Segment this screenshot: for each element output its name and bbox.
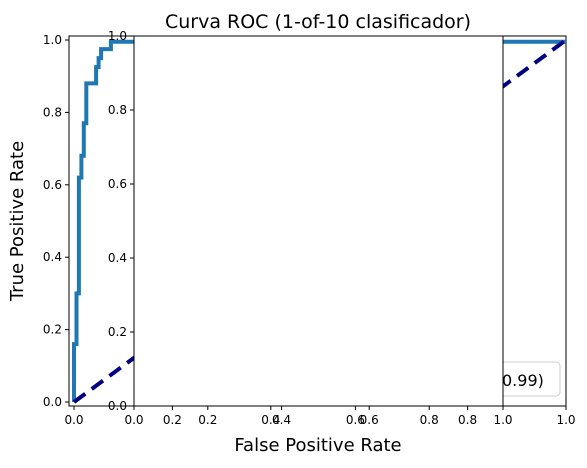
outer-y-tick-label: 0.6 [43, 178, 62, 192]
outer-x-tick-label: 0.8 [458, 413, 477, 427]
outer-x-tick-label: 0.2 [163, 413, 182, 427]
outer-y-tick-label: 0.4 [43, 250, 62, 264]
inset-y-ticks: 0.0 0.2 0.4 0.6 0.8 1.0 [108, 29, 134, 413]
inset-x-tick-label: 0.2 [198, 413, 217, 427]
inset-x-tick-label: 1.0 [493, 413, 512, 427]
outer-y-tick-label: 0.0 [43, 395, 62, 409]
y-axis-label: True Positive Rate [7, 141, 28, 302]
inset-y-tick-label: 0.8 [108, 103, 127, 117]
outer-x-tick-label: 0.0 [64, 413, 83, 427]
x-axis-label: False Positive Rate [234, 435, 401, 456]
outer-y-ticks: 0.0 0.2 0.4 0.6 0.8 1.0 [43, 33, 69, 409]
chart-title: Curva ROC (1-of-10 clasificador) [165, 11, 471, 33]
inset-y-tick-label: 0.2 [108, 325, 127, 339]
inset-y-tick-label: 0.4 [108, 251, 127, 265]
outer-x-tick-label: 0.6 [360, 413, 379, 427]
outer-x-tick-label: 0.4 [261, 413, 280, 427]
roc-curve-line [72, 39, 566, 402]
outer-y-tick-label: 1.0 [43, 33, 62, 47]
inset-y-tick-label: 1.0 [108, 29, 127, 43]
inset-x-tick-label: 0.8 [420, 413, 439, 427]
outer-y-tick-label: 0.8 [43, 105, 62, 119]
inset-axes-frame [133, 35, 504, 407]
inset-x-tick-label: 0.4 [272, 413, 291, 427]
legend-text: 0.99) [502, 371, 544, 390]
outer-y-tick-label: 0.2 [43, 323, 62, 337]
outer-x-tick-label: 1.0 [556, 413, 575, 427]
inset-y-tick-label: 0.0 [108, 399, 127, 413]
inset-y-tick-label: 0.6 [108, 177, 127, 191]
inset-x-tick-label: 0.0 [124, 413, 143, 427]
inset-x-ticks: 0.0 0.2 0.4 0.6 0.8 1.0 [124, 406, 513, 427]
inset-x-tick-label: 0.6 [346, 413, 365, 427]
outer-x-ticks: 0.0 0.2 0.4 0.6 0.8 1.0 [64, 406, 576, 427]
